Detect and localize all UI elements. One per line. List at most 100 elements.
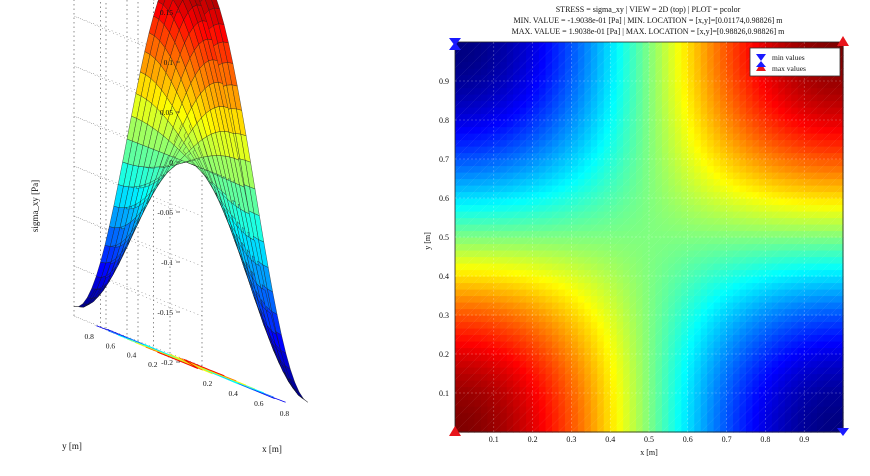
- heatmap-cell: [455, 55, 463, 63]
- heatmap-cell: [526, 419, 534, 427]
- heatmap-cell: [467, 165, 475, 173]
- heatmap-cell: [687, 243, 695, 251]
- heatmap-cell: [590, 165, 598, 173]
- heatmap-cell: [733, 55, 741, 63]
- heatmap-cell: [506, 380, 514, 388]
- heatmap-cell: [577, 224, 585, 232]
- heatmap-cell: [545, 282, 553, 290]
- heatmap-cell: [539, 360, 547, 368]
- heatmap-cell: [539, 94, 547, 102]
- heatmap-cell: [584, 308, 592, 316]
- heatmap-cell: [487, 120, 495, 128]
- heatmap-cell: [726, 269, 734, 277]
- heatmap-cell: [623, 406, 631, 414]
- heatmap-cell: [733, 198, 741, 206]
- heatmap-cell: [590, 211, 598, 219]
- heatmap-cell: [668, 74, 676, 82]
- heatmap-cell: [500, 386, 508, 394]
- heatmap-cell: [830, 42, 838, 50]
- heatmap-cell: [474, 230, 482, 238]
- heatmap-cell: [758, 334, 766, 342]
- heatmap-cell: [694, 393, 702, 401]
- heatmap-cell: [623, 295, 631, 303]
- heatmap-cell: [539, 295, 547, 303]
- heatmap-cell: [681, 146, 689, 154]
- heatmap-cell: [506, 87, 514, 95]
- heatmap-cell: [616, 250, 624, 258]
- heatmap-cell: [590, 321, 598, 329]
- heatmap-cell: [493, 74, 501, 82]
- heatmap-cell: [500, 269, 508, 277]
- heatmap-cell: [804, 373, 812, 381]
- heatmap-cell: [552, 185, 560, 193]
- heatmap-cell: [558, 380, 566, 388]
- heatmap-cell: [584, 107, 592, 115]
- heatmap-cell: [791, 308, 799, 316]
- heatmap-cell: [668, 146, 676, 154]
- heatmap-cell: [726, 74, 734, 82]
- heatmap-cell: [674, 159, 682, 167]
- heatmap-cell: [532, 237, 540, 245]
- heatmap-cell: [784, 250, 792, 258]
- heatmap-cell: [700, 87, 708, 95]
- heatmap-cell: [532, 165, 540, 173]
- heatmap-cell: [817, 81, 825, 89]
- heatmap-cell: [642, 81, 650, 89]
- heatmap-cell: [474, 386, 482, 394]
- heatmap-cell: [506, 367, 514, 375]
- heatmap-cell: [687, 87, 695, 95]
- heatmap-cell: [642, 263, 650, 271]
- heatmap-cell: [778, 107, 786, 115]
- heatmap-cell: [713, 211, 721, 219]
- heatmap-cell: [739, 146, 747, 154]
- heatmap-cell: [558, 230, 566, 238]
- heatmap-cell: [455, 81, 463, 89]
- heatmap-cell: [584, 211, 592, 219]
- heatmap-cell: [733, 386, 741, 394]
- heatmap-cell: [584, 204, 592, 212]
- heatmap-cell: [810, 354, 818, 362]
- heatmap-cell: [720, 341, 728, 349]
- heatmap-cell: [474, 302, 482, 310]
- heatmap-cell: [817, 178, 825, 186]
- heatmap-cell: [726, 425, 734, 433]
- heatmap-cell: [713, 100, 721, 108]
- heatmap-cell: [584, 269, 592, 277]
- heatmap-cell: [655, 224, 663, 232]
- heatmap-cell: [661, 224, 669, 232]
- heatmap-cell: [571, 100, 579, 108]
- heatmap-cell: [830, 165, 838, 173]
- heatmap-cell: [694, 289, 702, 297]
- heatmap-cell: [564, 152, 572, 160]
- heatmap-mesh-line: [420, 41, 559, 182]
- heatmap-cell: [668, 321, 676, 329]
- heatmap-cell: [552, 191, 560, 199]
- heatmap-cell: [771, 178, 779, 186]
- heatmap-cell: [493, 269, 501, 277]
- heatmap-cell: [681, 250, 689, 258]
- heatmap-cell: [577, 94, 585, 102]
- heatmap-cell: [830, 315, 838, 323]
- heatmap-cell: [817, 185, 825, 193]
- heatmap-cell: [474, 328, 482, 336]
- heatmap-cell: [836, 308, 844, 316]
- heatmap-cell: [590, 191, 598, 199]
- heatmap-cell: [817, 250, 825, 258]
- heatmap-cell: [513, 81, 521, 89]
- heatmap-cell: [480, 315, 488, 323]
- heatmap-cell: [629, 87, 637, 95]
- heatmap-cell: [519, 204, 527, 212]
- heatmap-cell: [687, 61, 695, 69]
- heatmap-cell: [480, 425, 488, 433]
- heatmap-cell: [752, 178, 760, 186]
- heatmap-cell: [700, 172, 708, 180]
- heatmap-cell: [649, 146, 657, 154]
- heatmap-cell: [765, 81, 773, 89]
- heatmap-cell: [500, 126, 508, 134]
- heatmap-cell: [739, 360, 747, 368]
- heatmap-cell: [597, 217, 605, 225]
- heatmap-cell: [681, 120, 689, 128]
- heatmap-cell: [467, 380, 475, 388]
- heatmap-cell: [830, 380, 838, 388]
- heatmap-cell: [610, 81, 618, 89]
